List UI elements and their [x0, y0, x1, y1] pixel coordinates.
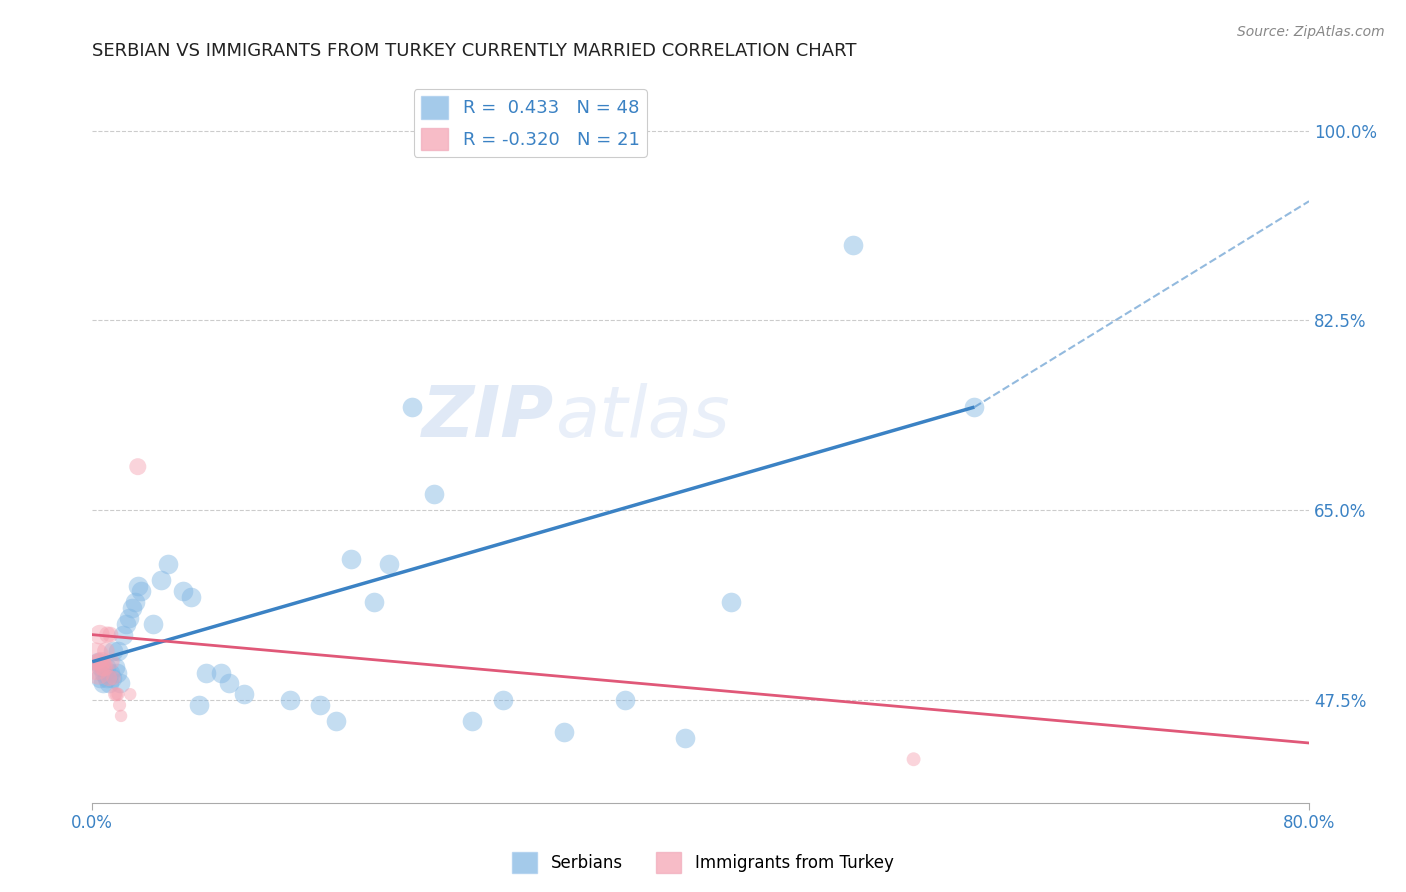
Point: [127, 459, 149, 474]
Point: [103, 644, 125, 658]
Point: [124, 595, 146, 609]
Point: [187, 698, 209, 712]
Point: [553, 725, 575, 739]
Point: [87, 665, 110, 680]
Point: [172, 584, 194, 599]
Point: [339, 551, 361, 566]
Point: [84, 649, 107, 664]
Point: [89, 627, 111, 641]
Point: [100, 665, 122, 680]
Point: [118, 611, 141, 625]
Point: [278, 692, 301, 706]
Point: [363, 595, 385, 609]
Point: [233, 687, 256, 701]
Point: [107, 687, 129, 701]
Text: atlas: atlas: [554, 384, 730, 452]
Point: [180, 590, 202, 604]
Point: [142, 616, 165, 631]
Point: [91, 676, 114, 690]
Point: [103, 671, 125, 685]
Point: [97, 676, 120, 690]
Point: [104, 687, 127, 701]
Point: [673, 731, 696, 745]
Point: [108, 676, 131, 690]
Legend: R =  0.433   N = 48, R = -0.320   N = 21: R = 0.433 N = 48, R = -0.320 N = 21: [413, 89, 647, 157]
Point: [101, 671, 124, 685]
Point: [157, 558, 180, 572]
Point: [127, 579, 149, 593]
Point: [211, 665, 233, 680]
Point: [93, 660, 115, 674]
Point: [963, 400, 986, 414]
Text: Source: ZipAtlas.com: Source: ZipAtlas.com: [1237, 25, 1385, 39]
Point: [90, 655, 112, 669]
Point: [461, 714, 484, 729]
Point: [720, 595, 742, 609]
Text: ZIP: ZIP: [422, 384, 554, 452]
Point: [93, 665, 115, 680]
Point: [218, 676, 240, 690]
Point: [86, 660, 108, 674]
Point: [96, 671, 118, 685]
Point: [89, 671, 111, 685]
Point: [325, 714, 347, 729]
Point: [613, 692, 636, 706]
Point: [94, 660, 117, 674]
Point: [90, 660, 112, 674]
Point: [309, 698, 332, 712]
Point: [423, 487, 446, 501]
Point: [108, 698, 131, 712]
Point: [105, 687, 128, 701]
Point: [378, 558, 401, 572]
Text: SERBIAN VS IMMIGRANTS FROM TURKEY CURRENTLY MARRIED CORRELATION CHART: SERBIAN VS IMMIGRANTS FROM TURKEY CURREN…: [93, 42, 856, 60]
Point: [121, 600, 143, 615]
Point: [101, 655, 124, 669]
Point: [492, 692, 515, 706]
Point: [87, 655, 110, 669]
Point: [903, 752, 925, 766]
Point: [107, 644, 129, 658]
Point: [91, 660, 114, 674]
Point: [129, 584, 152, 599]
Point: [114, 616, 136, 631]
Point: [97, 671, 120, 685]
Point: [104, 660, 127, 674]
Point: [111, 627, 134, 641]
Point: [110, 709, 132, 723]
Legend: Serbians, Immigrants from Turkey: Serbians, Immigrants from Turkey: [506, 846, 900, 880]
Point: [105, 665, 128, 680]
Point: [401, 400, 423, 414]
Point: [149, 574, 172, 588]
Point: [100, 627, 122, 641]
Point: [195, 665, 218, 680]
Point: [94, 644, 117, 658]
Point: [120, 687, 142, 701]
Point: [842, 237, 865, 252]
Point: [96, 627, 118, 641]
